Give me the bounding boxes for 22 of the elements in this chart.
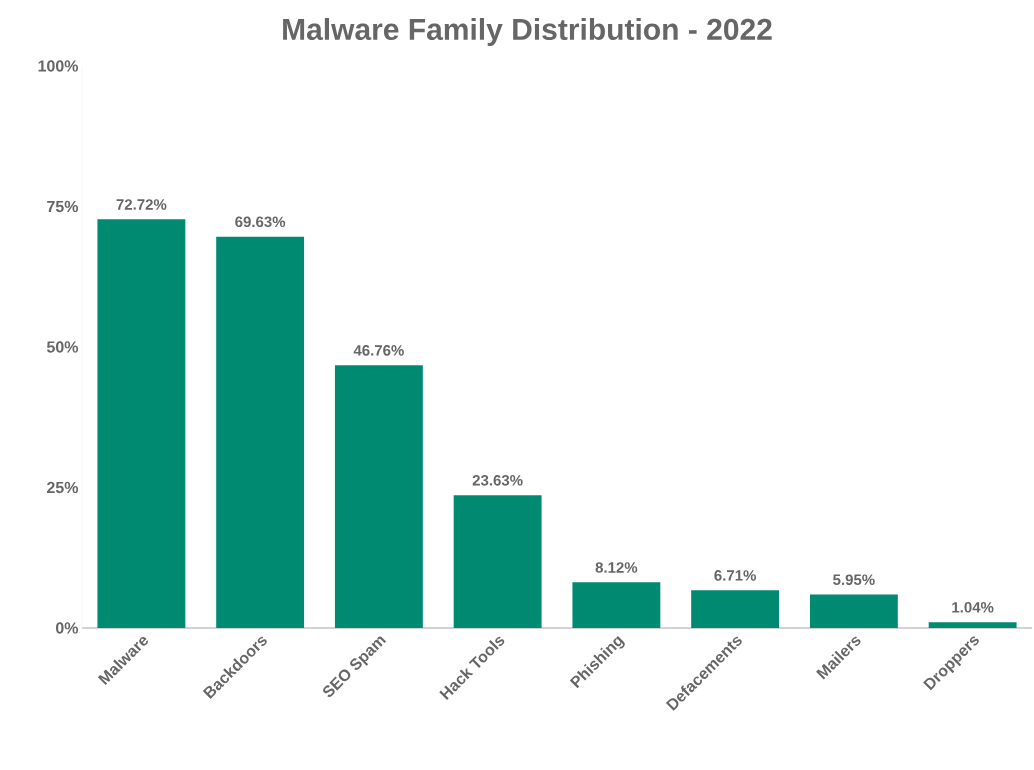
bar (928, 622, 1017, 628)
y-tick-label: 100% (38, 60, 79, 72)
y-tick-label: 75% (47, 200, 79, 213)
data-label: 72.72% (116, 199, 167, 210)
y-tick-label: 0% (55, 622, 79, 634)
data-label: 69.63% (235, 216, 286, 228)
bar (334, 365, 423, 628)
chart-title: Malware Family Distribution - 2022 (283, 18, 772, 46)
bar (809, 594, 898, 628)
data-label: 8.12% (595, 562, 638, 573)
data-label: 46.76% (353, 345, 404, 356)
bar (691, 590, 780, 628)
bar (453, 495, 542, 628)
y-tick-label: 50% (46, 341, 79, 353)
data-label: 6.71% (714, 570, 756, 581)
bar (97, 219, 186, 628)
y-tick-label: 25% (47, 481, 79, 494)
data-label: 23.63% (472, 475, 523, 486)
data-label: 1.04% (952, 601, 994, 613)
bar (216, 236, 305, 628)
bar (572, 582, 661, 628)
data-label: 5.95% (833, 574, 875, 586)
